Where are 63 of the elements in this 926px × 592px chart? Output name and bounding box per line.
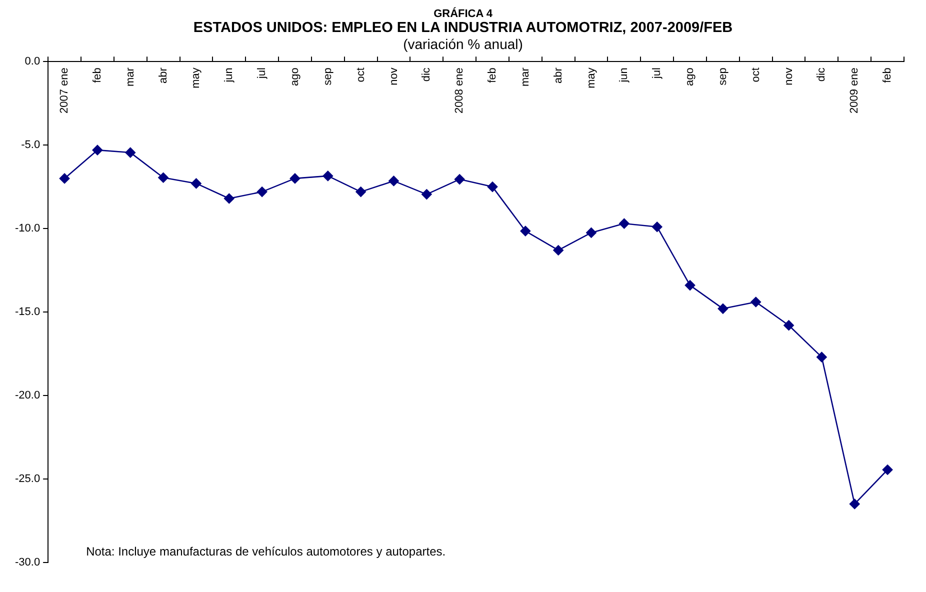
point [356, 186, 366, 197]
x-tick-label: ago [289, 68, 302, 86]
x-tick-label: nov [782, 67, 795, 86]
point [520, 226, 531, 236]
text: GRÁFICA 4 [432, 8, 494, 20]
point [158, 172, 168, 183]
point [454, 174, 465, 184]
x-tick-label: feb [486, 68, 499, 83]
x-tick-label: abr [157, 67, 170, 84]
point [849, 498, 860, 510]
x-tick-label: jul [651, 68, 664, 80]
y-tick-label: -25.0 [14, 472, 40, 485]
point [816, 352, 827, 362]
point [652, 222, 662, 232]
point [59, 173, 70, 184]
x-tick-label: sep [716, 68, 729, 86]
x-tick-label: may [585, 67, 598, 88]
x-tick-label: may [190, 67, 202, 88]
point [718, 304, 728, 314]
point [125, 147, 136, 158]
point [388, 176, 399, 186]
annotation: Nota: Incluye manufacturas de vehículos automotores y autopartes. [86, 544, 446, 559]
point [750, 296, 762, 308]
y-tick-label: -10.0 [14, 222, 40, 235]
x-tick-label: mar [519, 67, 532, 87]
x-tick-label: 2007 ene [58, 68, 71, 114]
x-tick-label: jul [256, 68, 268, 80]
point [92, 144, 103, 156]
point [586, 228, 596, 238]
x-tick-label: feb [91, 68, 104, 83]
y-tick-label: -5.0 [21, 139, 40, 152]
point [322, 170, 334, 182]
x-tick-label: dic [420, 67, 433, 82]
point [619, 218, 630, 229]
x-tick-label: ago [684, 68, 696, 86]
y-tick-label: -15.0 [14, 306, 40, 318]
x-tick-label: 2008 ene [454, 68, 466, 114]
point [191, 178, 202, 189]
x-tick-label: jun [223, 68, 236, 84]
point [784, 320, 794, 331]
y-tick-label: -30.0 [14, 556, 40, 568]
y-tick-label: 0.0 [24, 56, 40, 68]
point [224, 193, 234, 204]
point [422, 189, 432, 200]
point [882, 464, 893, 475]
x-tick-label: nov [388, 67, 400, 86]
x-tick-label: dic [816, 67, 828, 82]
x-tick-label: sep [322, 68, 334, 86]
x-tick-label: 2009 ene [848, 68, 861, 114]
x-tick-label: oct [750, 68, 762, 82]
x-tick-label: abr [552, 67, 564, 84]
point [684, 280, 696, 290]
chart-subtitle: (variación % anual) [402, 36, 524, 52]
y-tick-label: -20.0 [14, 390, 40, 402]
point [487, 182, 498, 192]
x-tick-label: feb [882, 68, 894, 83]
x-tick-label: mar [124, 67, 136, 87]
point [256, 186, 268, 197]
chart-title: ESTADOS UNIDOS: EMPLEO EN LA INDUSTRIA AUTOMOTRIZ, 2007-2009/FEB [192, 20, 734, 36]
point [290, 173, 300, 184]
x-tick-label: oct [354, 68, 367, 82]
point [553, 245, 564, 256]
x-tick-label: jun [618, 68, 630, 84]
